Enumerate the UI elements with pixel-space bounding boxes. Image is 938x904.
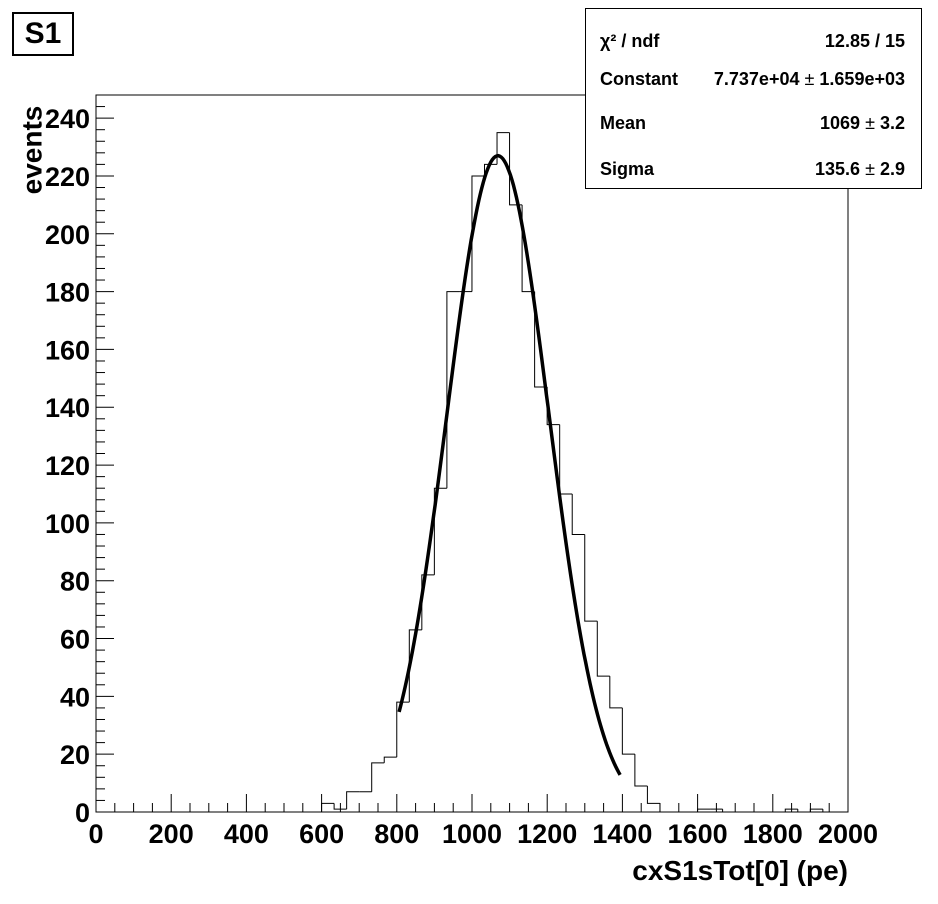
histogram-bin xyxy=(371,762,385,792)
x-tick-label: 600 xyxy=(299,819,344,849)
stats-label: Mean xyxy=(600,113,647,133)
histogram-bin xyxy=(534,291,548,388)
gaussian-fit xyxy=(397,153,622,776)
histogram-bin xyxy=(421,574,435,630)
stats-number: 135.6 xyxy=(815,159,861,179)
y-tick-label: 160 xyxy=(45,335,90,365)
fit-curve-line xyxy=(397,153,622,776)
x-tick-label: 1000 xyxy=(442,819,502,849)
y-tick-label: 200 xyxy=(45,220,90,250)
x-axis: 0 200 400 600 800 1000 1200 1400 1600 1800 2000 xyxy=(88,794,878,849)
histogram-bin xyxy=(483,163,498,176)
stats-value: 12.85 / 15 xyxy=(824,31,905,51)
stats-label: Sigma xyxy=(600,159,655,179)
stats-error: 1.659e+03 xyxy=(819,69,905,89)
stats-label: Constant xyxy=(600,69,678,89)
y-tick-label: 0 xyxy=(75,798,90,828)
stats-error: 2.9 xyxy=(879,159,905,179)
histogram-bin xyxy=(722,809,736,813)
histogram-title: S1 xyxy=(12,12,74,56)
x-axis-title: cxS1sTot[0] (pe) xyxy=(632,855,848,886)
histogram-bin xyxy=(584,534,598,622)
y-tick-label: 180 xyxy=(45,278,90,308)
stats-row-mean: Mean 1069 ± 3.2 xyxy=(600,113,905,143)
histogram-bin xyxy=(559,424,573,495)
stats-number: 7.737e+04 xyxy=(713,69,800,89)
y-axis-title: events xyxy=(16,105,48,195)
stats-row-sigma: Sigma 135.6 ± 2.9 xyxy=(600,159,905,189)
histogram-bin xyxy=(634,754,648,787)
y-tick-label: 60 xyxy=(60,625,90,655)
x-tick-label: 1600 xyxy=(668,819,728,849)
histogram-bin xyxy=(621,707,635,755)
histogram-bin xyxy=(646,785,660,804)
x-tick-label: 200 xyxy=(149,819,194,849)
histogram-bin xyxy=(321,802,335,812)
stats-row-constant: Constant 7.737e+04 ± 1.659e+03 xyxy=(600,69,905,99)
x-tick-label: 800 xyxy=(374,819,419,849)
histogram-bin xyxy=(822,809,836,813)
x-tick-label: 1200 xyxy=(517,819,577,849)
histogram-bin xyxy=(784,808,798,812)
histogram-bin xyxy=(797,809,811,813)
y-tick-label: 40 xyxy=(60,682,90,712)
x-tick-label: 400 xyxy=(224,819,269,849)
histogram-bin xyxy=(521,204,535,293)
y-axis: 0 20 40 60 80 100 120 140 160 180 200 220 240 xyxy=(45,104,114,828)
stats-value: 7.737e+04 ± 1.659e+03 xyxy=(714,69,905,90)
plus-minus: ± xyxy=(804,69,815,89)
plus-minus: ± xyxy=(865,159,875,179)
plus-minus: ± xyxy=(865,113,875,133)
y-tick-label: 100 xyxy=(45,509,90,539)
histogram-bin xyxy=(496,132,510,165)
y-tick-label: 140 xyxy=(45,393,90,423)
x-tick-label: 2000 xyxy=(818,819,878,849)
histogram-bin xyxy=(383,756,397,763)
x-tick-label: 1800 xyxy=(743,819,803,849)
histogram-bin xyxy=(596,621,610,677)
histogram-bin xyxy=(333,803,347,810)
y-tick-label: 80 xyxy=(60,567,90,597)
stats-row-chi2: χ² / ndf 12.85 / 15 xyxy=(600,31,905,61)
stats-value: 1069 ± 3.2 xyxy=(820,113,905,134)
x-tick-label: 0 xyxy=(88,819,103,849)
histogram-bin xyxy=(433,487,447,575)
stats-value: 135.6 ± 2.9 xyxy=(815,159,905,180)
y-tick-label: 220 xyxy=(45,162,90,192)
histogram-bin xyxy=(471,175,485,292)
stats-label: χ² / ndf xyxy=(600,31,660,51)
stats-number: 1069 xyxy=(820,113,861,133)
histogram-bin xyxy=(609,676,623,709)
fit-stats-box: χ² / ndf 12.85 / 15 Constant 7.737e+04 ±… xyxy=(585,8,922,189)
histogram-bin xyxy=(396,701,410,758)
y-tick-label: 120 xyxy=(45,451,90,481)
x-tick-label: 1400 xyxy=(592,819,652,849)
y-tick-label: 240 xyxy=(45,104,90,134)
histogram-bin xyxy=(659,803,673,813)
histogram-bin xyxy=(346,791,360,810)
y-tick-label: 20 xyxy=(60,740,90,770)
stats-error: 3.2 xyxy=(879,113,905,133)
histogram-bin xyxy=(571,493,585,535)
